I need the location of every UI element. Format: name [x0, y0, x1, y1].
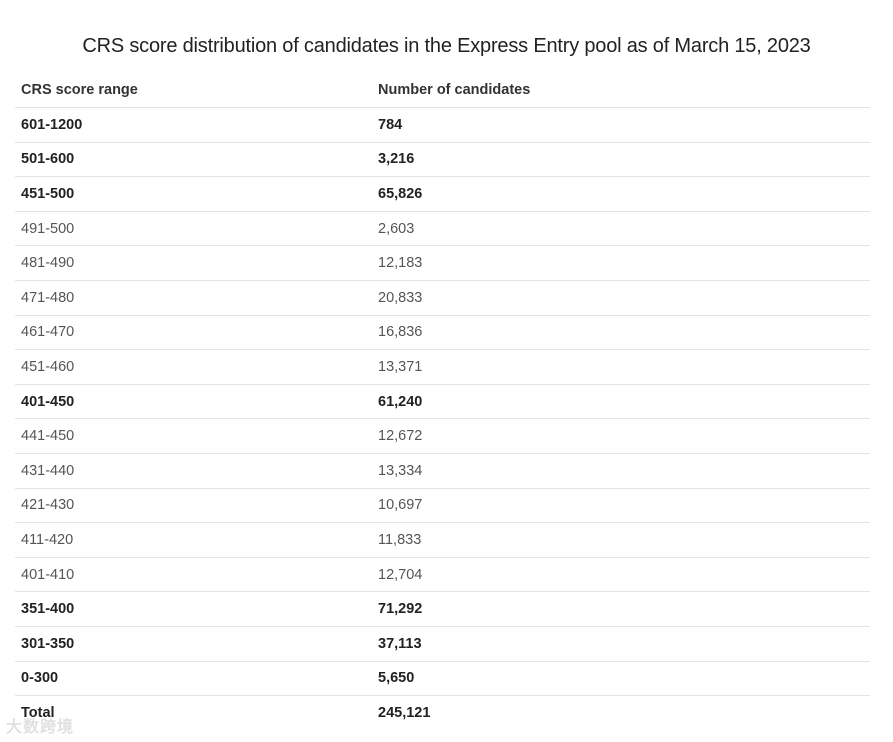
cell-candidate-count: 12,183	[378, 255, 423, 272]
cell-score-range: 461-470	[21, 324, 75, 341]
table-row: 351-400 71,292	[15, 592, 870, 627]
table-body: 601-1200 784 501-600 3,216 451-500 65,826 491-…	[15, 108, 870, 697]
table-row: 471-480 20,833	[15, 281, 870, 316]
cell-score-range: 601-1200	[21, 116, 83, 133]
cell-candidate-count: 3,216	[378, 151, 415, 168]
cell-score-range: 401-410	[21, 566, 75, 583]
cell-candidate-count: 11,833	[378, 531, 422, 548]
cell-candidate-count: 13,334	[378, 462, 423, 479]
cell-score-range: 411-420	[21, 531, 74, 548]
table-row: 451-500 65,826	[15, 177, 870, 212]
cell-score-range: 401-450	[21, 393, 75, 410]
table-row: 411-420 11,833	[15, 523, 870, 558]
page-title: CRS score distribution of candidates in …	[82, 35, 811, 57]
table-row: 421-430 10,697	[15, 489, 870, 524]
cell-score-range: 0-300	[21, 670, 59, 687]
table-row: 441-450 12,672	[15, 419, 870, 454]
cell-score-range: 501-600	[21, 151, 75, 168]
total-label: Total	[21, 705, 55, 722]
table-row: 481-490 12,183	[15, 246, 870, 281]
table-row: 501-600 3,216	[15, 143, 870, 178]
cell-score-range: 481-490	[21, 255, 75, 272]
crs-distribution-table: CRS score range Number of candidates 601…	[15, 73, 870, 731]
table-row: 491-500 2,603	[15, 212, 870, 247]
cell-score-range: 421-430	[21, 497, 75, 514]
cell-candidate-count: 784	[378, 116, 403, 133]
column-header-range: CRS score range	[21, 82, 138, 98]
cell-candidate-count: 37,113	[378, 635, 422, 652]
column-header-count: Number of candidates	[378, 82, 531, 98]
total-value: 245,121	[378, 705, 431, 722]
cell-candidate-count: 12,704	[378, 566, 423, 583]
table-row: 401-450 61,240	[15, 385, 870, 420]
cell-candidate-count: 5,650	[378, 670, 415, 687]
table-row: 301-350 37,113	[15, 627, 870, 662]
table-row: 601-1200 784	[15, 108, 870, 143]
table-total-row: Total 245,121	[15, 696, 870, 731]
cell-score-range: 451-460	[21, 358, 75, 375]
table-row: 431-440 13,334	[15, 454, 870, 489]
cell-candidate-count: 65,826	[378, 185, 423, 202]
cell-candidate-count: 12,672	[378, 428, 423, 445]
table-header-row: CRS score range Number of candidates	[15, 73, 870, 108]
cell-score-range: 351-400	[21, 601, 75, 618]
cell-candidate-count: 20,833	[378, 289, 423, 306]
cell-candidate-count: 13,371	[378, 358, 423, 375]
cell-score-range: 431-440	[21, 462, 75, 479]
cell-candidate-count: 10,697	[378, 497, 423, 514]
table-row: 461-470 16,836	[15, 316, 870, 351]
cell-score-range: 491-500	[21, 220, 75, 237]
table-row: 401-410 12,704	[15, 558, 870, 593]
table-row: 451-460 13,371	[15, 350, 870, 385]
watermark-logo: 大数跨境	[6, 719, 75, 736]
table-row: 0-300 5,650	[15, 662, 870, 697]
cell-score-range: 301-350	[21, 635, 75, 652]
cell-candidate-count: 61,240	[378, 393, 423, 410]
cell-score-range: 441-450	[21, 428, 75, 445]
cell-candidate-count: 71,292	[378, 601, 423, 618]
cell-candidate-count: 2,603	[378, 220, 415, 237]
cell-candidate-count: 16,836	[378, 324, 423, 341]
cell-score-range: 471-480	[21, 289, 75, 306]
cell-score-range: 451-500	[21, 185, 75, 202]
